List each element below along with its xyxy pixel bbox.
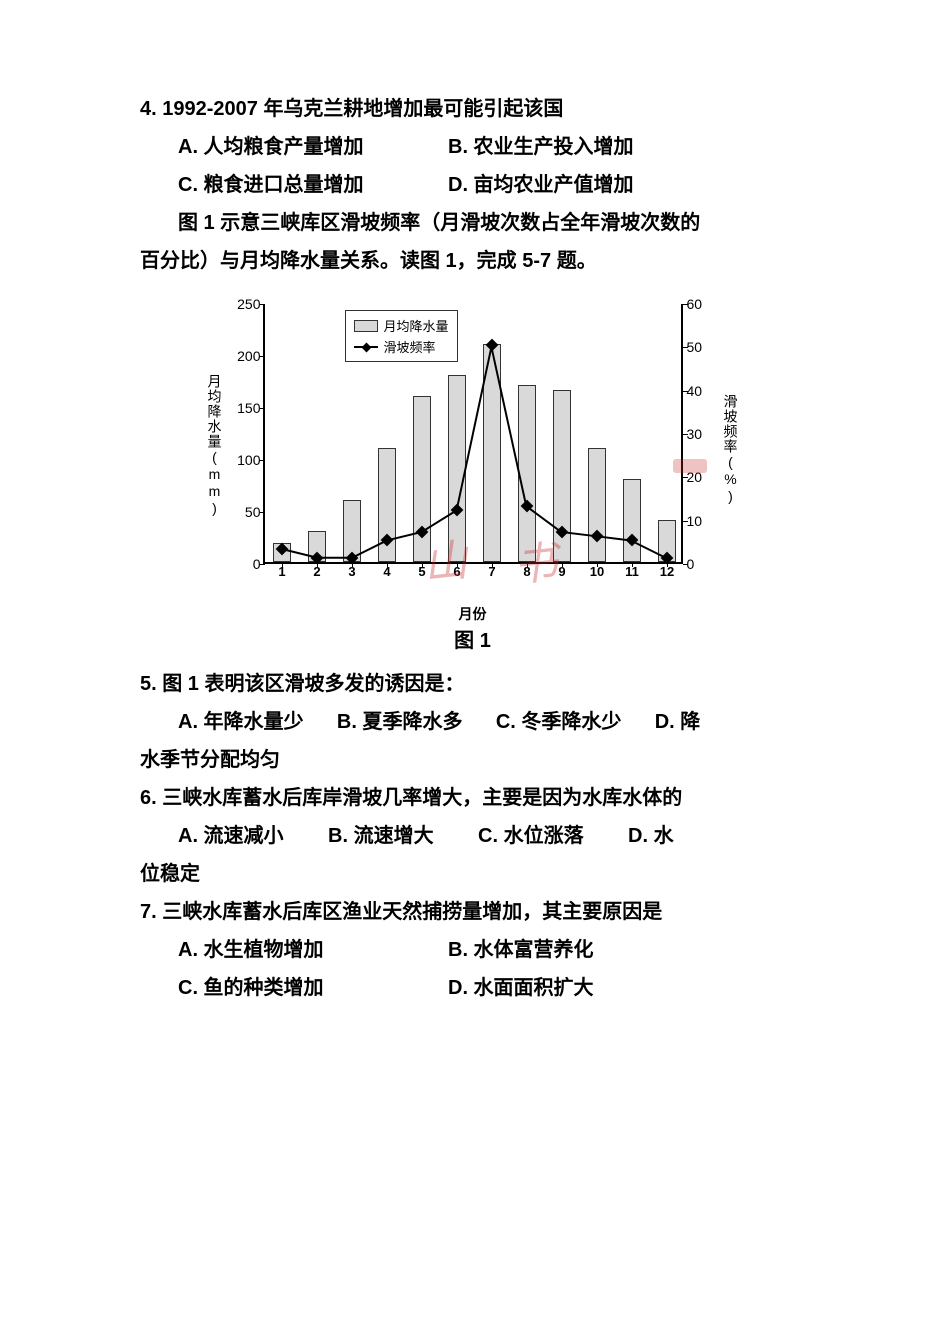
q4-text: 4. 1992-2007 年乌克兰耕地增加最可能引起该国 [140, 90, 805, 128]
figure-intro-2: 百分比）与月均降水量关系。读图 1，完成 5-7 题。 [140, 242, 805, 280]
q6-opt-d: D. 水 [628, 825, 674, 847]
q5-opt-d: D. 降 [655, 711, 701, 733]
q7-options-row1: A. 水生植物增加 B. 水体富营养化 [140, 931, 805, 969]
q5-opt-a: A. 年降水量少 [178, 711, 304, 733]
q6-opt-a: A. 流速减小 [178, 825, 284, 847]
figure-container: 月均降水量(mm) 滑坡频率(%) 月均降水量 滑坡频率 05010015020… [140, 294, 805, 614]
q7-options-row2: C. 鱼的种类增加 D. 水面面积扩大 [140, 969, 805, 1007]
figure-1: 月均降水量(mm) 滑坡频率(%) 月均降水量 滑坡频率 05010015020… [193, 294, 753, 614]
q6-options: A. 流速减小 B. 流速增大 C. 水位涨落 D. 水 [140, 817, 805, 855]
chart-legend: 月均降水量 滑坡频率 [345, 310, 458, 362]
q7-opt-b: B. 水体富营养化 [448, 931, 594, 969]
figure-caption: 图 1 [140, 624, 805, 653]
q4-opt-a: A. 人均粮食产量增加 [178, 128, 448, 166]
line-path [265, 304, 683, 562]
q4-opt-d: D. 亩均农业产值增加 [448, 166, 634, 204]
plot-area: 月均降水量 滑坡频率 05010015020025001020304050601… [263, 304, 683, 564]
legend-bar-label: 月均降水量 [384, 316, 449, 335]
q4-opt-b: B. 农业生产投入增加 [448, 128, 634, 166]
q6-opt-b: B. 流速增大 [328, 825, 434, 847]
q6-opt-d-cont: 位稳定 [140, 855, 805, 893]
x-axis-title: 月份 [459, 604, 487, 624]
q4-options-row1: A. 人均粮食产量增加 B. 农业生产投入增加 [140, 128, 805, 166]
q4-opt-c: C. 粮食进口总量增加 [178, 166, 448, 204]
legend-line-swatch [354, 346, 378, 348]
q7-opt-c: C. 鱼的种类增加 [178, 969, 448, 1007]
q5-opt-c: C. 冬季降水少 [496, 711, 622, 733]
q5-text: 5. 图 1 表明该区滑坡多发的诱因是： [140, 665, 805, 703]
y-right-title: 滑坡频率(%) [721, 394, 741, 505]
q7-text: 7. 三峡水库蓄水后库区渔业天然捕捞量增加，其主要原因是 [140, 893, 805, 931]
q6-text: 6. 三峡水库蓄水后库岸滑坡几率增大，主要是因为水库水体的 [140, 779, 805, 817]
y-left-title: 月均降水量(mm) [205, 374, 225, 517]
q6-opt-c: C. 水位涨落 [478, 825, 584, 847]
q7-opt-a: A. 水生植物增加 [178, 931, 448, 969]
q4-options-row2: C. 粮食进口总量增加 D. 亩均农业产值增加 [140, 166, 805, 204]
q5-options: A. 年降水量少 B. 夏季降水多 C. 冬季降水少 D. 降 [140, 703, 805, 741]
q5-opt-b: B. 夏季降水多 [337, 711, 463, 733]
figure-intro-1: 图 1 示意三峡库区滑坡频率（月滑坡次数占全年滑坡次数的 [140, 204, 805, 242]
legend-bar-swatch [354, 320, 378, 332]
q7-opt-d: D. 水面面积扩大 [448, 969, 594, 1007]
q5-opt-d-cont: 水季节分配均匀 [140, 741, 805, 779]
legend-line-label: 滑坡频率 [384, 337, 436, 356]
